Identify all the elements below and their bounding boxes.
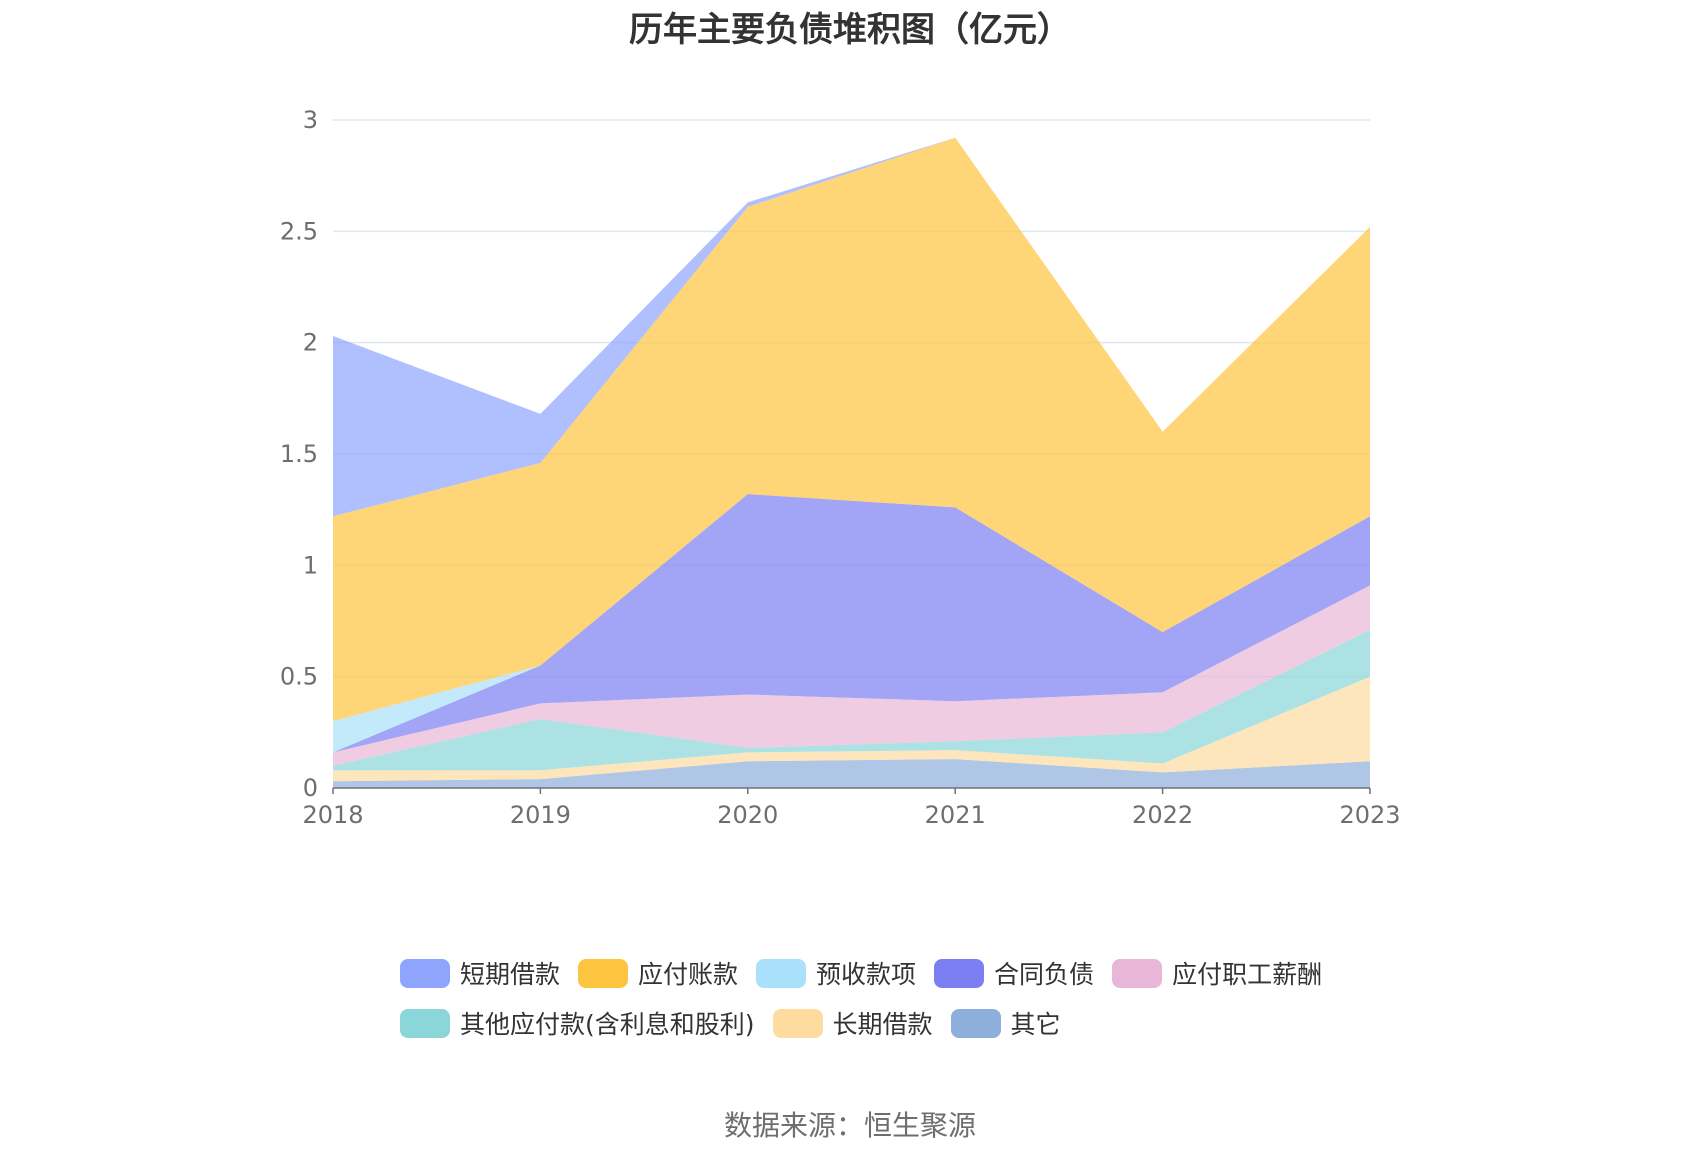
legend-item[interactable]: 合同负债	[934, 955, 1094, 991]
x-tick-label: 2019	[510, 801, 571, 829]
legend-item[interactable]: 短期借款	[400, 955, 560, 991]
legend-swatch	[934, 958, 985, 988]
legend-label: 合同负债	[994, 960, 1095, 989]
y-tick-label: 3	[303, 106, 318, 134]
legend-swatch	[578, 958, 629, 988]
chart-title: 历年主要负债堆积图（亿元）	[629, 10, 1071, 50]
legend: 短期借款 应付账款 预收款项 合同负债 应付职工薪酬 其他应付款(含利息和股利) 长期借款其…	[400, 948, 1360, 1048]
legend-row: 短期借款 应付账款 预收款项 合同负债 应付职工薪酬	[400, 948, 1360, 998]
area-series-6	[333, 137, 1370, 722]
legend-swatch	[400, 958, 450, 988]
y-tick-label: 0.5	[280, 663, 318, 691]
axes: 0 0.5 1 1.5 2 2.5 3 2018 2019 2020 2021 2022 2023	[280, 106, 1401, 829]
area-series-7	[333, 137, 1370, 517]
area-series-4	[333, 494, 1370, 753]
legend-label: 应付职工薪酬	[1172, 960, 1323, 989]
legend-label: 预收款项	[816, 960, 917, 989]
legend-item[interactable]: 其它	[950, 1005, 1061, 1041]
legend-item[interactable]: 应付账款	[578, 955, 738, 991]
area-series-3	[333, 585, 1370, 766]
legend-label: 应付账款	[638, 960, 739, 989]
source-note: 数据来源：恒生聚源	[723, 1109, 976, 1142]
legend-item[interactable]: 其他应付款(含利息和股利)	[400, 1005, 755, 1041]
legend-label: 短期借款	[460, 960, 561, 989]
legend-item[interactable]: 应付职工薪酬	[1112, 955, 1322, 991]
x-tick-label: 2021	[925, 801, 986, 829]
x-tick-label: 2020	[717, 801, 778, 829]
legend-swatch	[1112, 958, 1163, 988]
y-tick-label: 2.5	[280, 217, 318, 245]
y-tick-label: 1	[303, 551, 318, 579]
y-tick-label: 2	[303, 329, 318, 357]
legend-label: 长期借款	[832, 1010, 933, 1039]
x-tick-label: 2023	[1339, 801, 1400, 829]
legend-swatch	[400, 1008, 450, 1038]
area-series-0	[333, 759, 1370, 788]
legend-item[interactable]: 长期借款	[772, 1005, 933, 1041]
x-tick-label: 2018	[302, 801, 363, 829]
x-tick-label: 2022	[1132, 801, 1193, 829]
area-series-1	[333, 676, 1370, 782]
area-series-2	[333, 629, 1370, 771]
legend-row: 其他应付款(含利息和股利) 长期借款 其它	[400, 998, 1360, 1048]
y-tick-label: 1.5	[280, 440, 318, 468]
legend-swatch	[950, 1008, 1001, 1038]
legend-label: 其它	[1010, 1010, 1061, 1039]
y-tick-label: 0	[303, 774, 318, 802]
legend-swatch	[772, 1008, 823, 1038]
legend-item[interactable]: 预收款项	[756, 955, 916, 991]
legend-swatch	[756, 958, 807, 988]
legend-label: 其他应付款(含利息和股利)	[460, 1010, 755, 1039]
area-series	[333, 137, 1370, 788]
